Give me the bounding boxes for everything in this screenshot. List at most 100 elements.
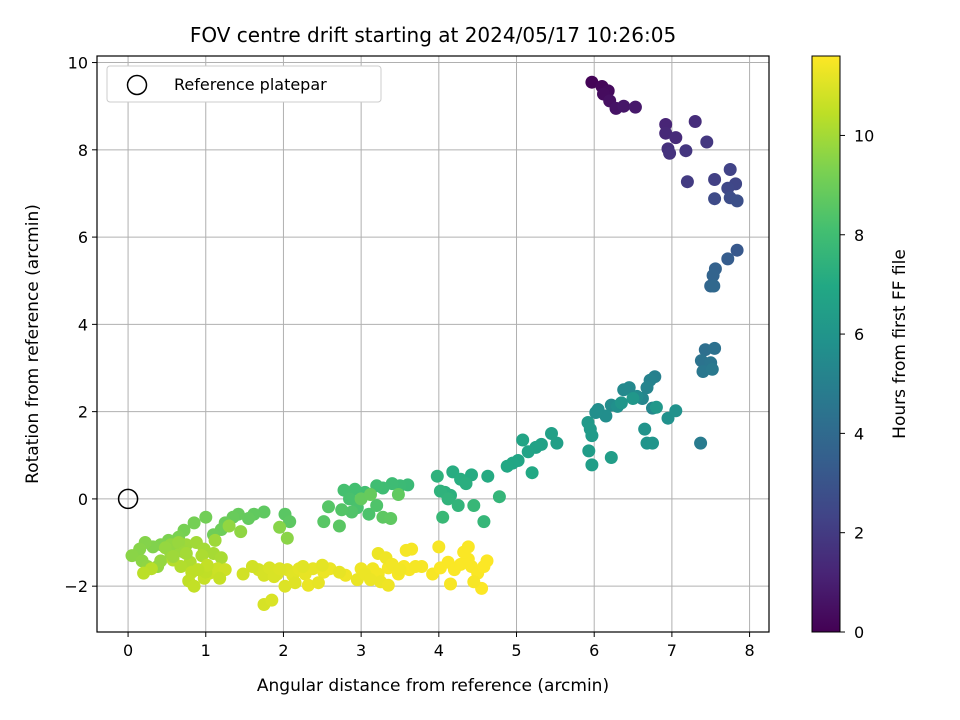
legend-box xyxy=(106,65,382,103)
y-tick-label: 8 xyxy=(78,141,88,160)
data-point xyxy=(688,115,702,128)
colorbar-tick-label: 2 xyxy=(854,524,864,543)
data-point xyxy=(296,560,310,573)
grid xyxy=(97,56,769,632)
data-point xyxy=(708,192,722,206)
x-tick-label: 0 xyxy=(123,641,133,660)
data-point xyxy=(707,279,721,293)
data-point xyxy=(649,400,663,414)
data-point xyxy=(179,547,193,560)
data-point xyxy=(516,433,530,447)
data-point xyxy=(550,436,564,450)
colorbar-gradient xyxy=(811,55,841,633)
data-point xyxy=(317,515,331,529)
y-axis: −2 0 2 4 6 8 10 xyxy=(64,54,97,596)
colorbar: 0 2 4 6 8 10 Hours from first FF file xyxy=(811,55,910,642)
data-point xyxy=(208,533,222,547)
data-point xyxy=(663,146,677,160)
data-point xyxy=(137,566,151,580)
data-point xyxy=(381,578,395,592)
data-point xyxy=(669,131,683,145)
chart-title: FOV centre drift starting at 2024/05/17 … xyxy=(190,23,676,47)
data-point xyxy=(585,429,599,443)
data-point xyxy=(659,126,673,140)
data-point xyxy=(332,565,346,579)
data-point xyxy=(236,567,250,581)
y-tick-label: 2 xyxy=(78,403,88,422)
reference-marker xyxy=(117,488,139,510)
data-point xyxy=(432,540,446,554)
data-point xyxy=(680,175,694,189)
colorbar-tick-label: 10 xyxy=(854,126,874,145)
plot-frame xyxy=(96,55,770,633)
x-tick-label: 6 xyxy=(589,641,599,660)
data-point xyxy=(705,362,719,376)
data-points xyxy=(125,75,744,611)
data-point xyxy=(708,341,722,355)
data-point xyxy=(242,512,255,525)
data-point xyxy=(589,406,603,419)
colorbar-tick-label: 6 xyxy=(854,325,864,344)
data-point xyxy=(315,558,329,572)
data-point xyxy=(399,543,413,557)
data-point xyxy=(700,135,714,149)
data-point xyxy=(585,458,599,472)
data-point xyxy=(158,541,172,555)
data-point xyxy=(525,466,539,480)
data-point xyxy=(391,488,405,501)
data-point xyxy=(721,252,735,266)
data-point xyxy=(599,409,613,423)
data-point xyxy=(348,482,362,496)
data-point xyxy=(311,576,325,590)
y-tick-label: 4 xyxy=(78,315,88,334)
data-point xyxy=(646,436,659,450)
data-point xyxy=(288,576,302,590)
data-point xyxy=(332,519,346,533)
data-point xyxy=(199,510,213,524)
y-tick-label: 0 xyxy=(78,490,88,509)
data-point xyxy=(436,510,450,524)
data-point xyxy=(481,469,495,483)
data-point xyxy=(191,563,205,577)
data-point xyxy=(441,492,455,506)
y-tick-label: 6 xyxy=(78,228,88,247)
data-point xyxy=(585,75,599,89)
data-point xyxy=(187,579,201,593)
data-point xyxy=(393,563,407,577)
y-tick-label: 10 xyxy=(68,54,88,73)
data-point xyxy=(364,573,377,587)
data-point xyxy=(222,519,236,533)
data-point xyxy=(444,577,457,591)
data-point xyxy=(614,396,628,410)
data-point xyxy=(409,560,422,573)
data-point xyxy=(166,550,180,563)
data-point xyxy=(617,383,631,397)
x-axis: 0 1 2 3 4 5 6 7 8 xyxy=(123,632,755,660)
data-point xyxy=(430,469,444,483)
data-point xyxy=(265,593,279,607)
data-point xyxy=(172,536,186,549)
data-point xyxy=(480,554,494,568)
data-point xyxy=(213,571,227,585)
data-point xyxy=(492,490,506,504)
x-tick-label: 7 xyxy=(667,641,677,660)
x-tick-label: 5 xyxy=(511,641,521,660)
data-point xyxy=(343,492,356,506)
data-point xyxy=(234,525,248,539)
data-point xyxy=(730,194,744,208)
data-point xyxy=(461,540,475,554)
data-point xyxy=(626,392,640,405)
data-point xyxy=(345,505,359,519)
data-point xyxy=(467,499,481,512)
data-point xyxy=(335,503,349,517)
data-point xyxy=(617,99,631,113)
data-point xyxy=(278,579,292,593)
data-point xyxy=(451,499,465,512)
data-point xyxy=(364,488,377,501)
data-point xyxy=(477,515,491,529)
data-point xyxy=(280,531,294,545)
data-point xyxy=(694,436,708,450)
colorbar-tick-label: 0 xyxy=(854,623,864,642)
data-point xyxy=(214,551,228,565)
data-point xyxy=(125,549,139,563)
